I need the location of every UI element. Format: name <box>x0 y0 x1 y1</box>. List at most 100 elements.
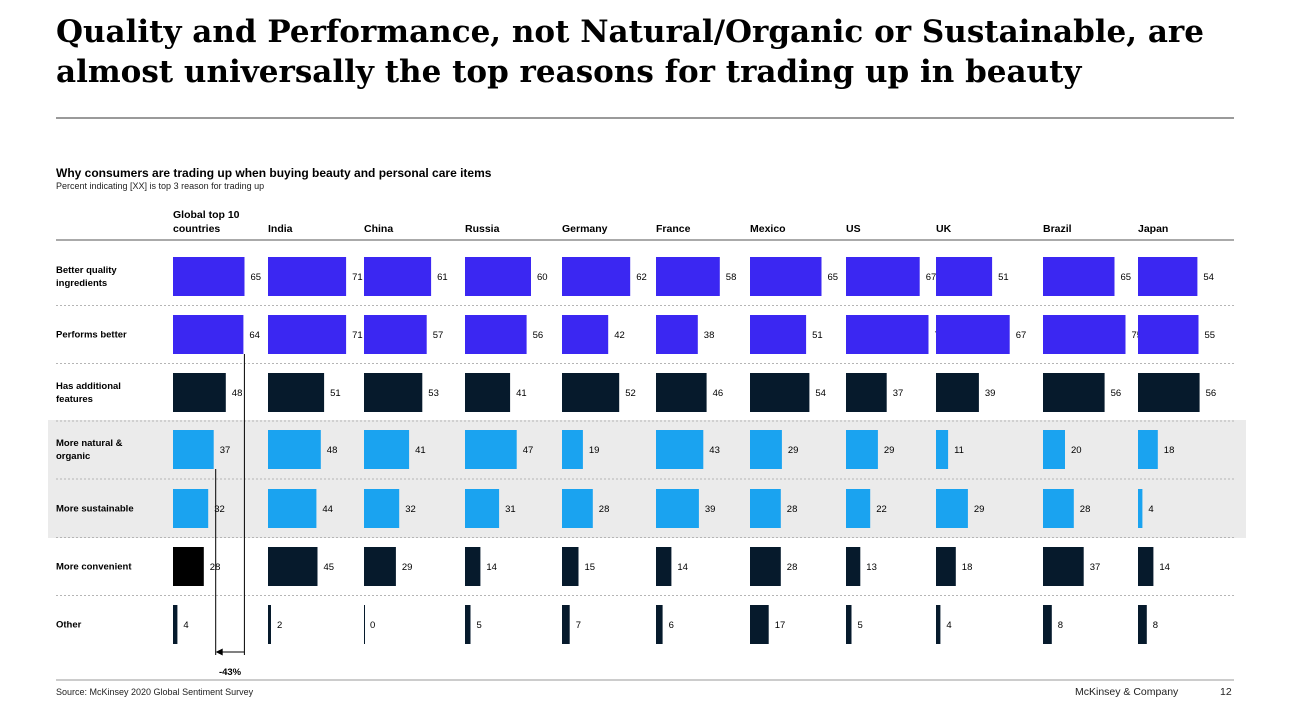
bar <box>173 547 204 586</box>
bar <box>936 315 1010 354</box>
value-label: 75 <box>1132 330 1143 341</box>
value-label: 29 <box>788 445 799 456</box>
bar <box>173 605 178 644</box>
row-label-line: features <box>56 394 93 405</box>
title-divider <box>56 117 1234 119</box>
row-label-line: More natural & <box>56 438 123 449</box>
value-label: 11 <box>954 445 964 456</box>
bar <box>1043 257 1115 296</box>
column-header: UK <box>936 223 952 235</box>
bar <box>562 547 579 586</box>
value-label: 53 <box>428 388 439 399</box>
bar <box>750 547 781 586</box>
value-label: 43 <box>709 445 720 456</box>
value-label: 0 <box>370 620 375 631</box>
value-label: 28 <box>210 562 221 573</box>
value-label: 31 <box>505 504 516 515</box>
bar <box>465 315 527 354</box>
value-label: 28 <box>1080 504 1091 515</box>
chart-note: Percent indicating [XX] is top 3 reason … <box>56 181 265 191</box>
value-label: 32 <box>405 504 416 515</box>
value-label: 55 <box>1205 330 1216 341</box>
bar <box>656 257 720 296</box>
row-label: More natural & organic <box>56 438 123 462</box>
bar <box>465 489 500 528</box>
value-label: 6 <box>669 620 674 631</box>
column-header: Russia <box>465 223 500 235</box>
column-header: US <box>846 223 861 235</box>
bar <box>936 489 968 528</box>
column-header-line: countries <box>173 223 220 235</box>
value-label: 67 <box>926 272 937 283</box>
bar <box>750 430 782 469</box>
row-label: Other <box>56 620 82 631</box>
value-label: 7 <box>576 620 581 631</box>
bar <box>750 373 810 412</box>
value-label: 37 <box>893 388 904 399</box>
bar <box>1043 315 1126 354</box>
bar <box>465 430 517 469</box>
bar <box>750 257 822 296</box>
value-label: 71 <box>352 330 363 341</box>
value-label: 54 <box>815 388 826 399</box>
value-label: 8 <box>1058 620 1063 631</box>
column-header: Brazil <box>1043 223 1072 235</box>
column-header: India <box>268 223 293 235</box>
value-label: 54 <box>1203 272 1214 283</box>
bar <box>173 257 245 296</box>
chart-subtitle: Why consumers are trading up when buying… <box>56 166 492 180</box>
value-label: 15 <box>585 562 596 573</box>
value-label: 19 <box>589 445 600 456</box>
column-header: Germany <box>562 223 608 235</box>
column-header: China <box>364 223 393 235</box>
row-label-line: ingredients <box>56 278 107 289</box>
row-label: More convenient <box>56 562 132 573</box>
bar <box>656 430 704 469</box>
page-number: 12 <box>1220 686 1232 698</box>
bar <box>268 315 347 354</box>
value-label: 14 <box>486 562 497 573</box>
row-label-line: Performs better <box>56 330 127 341</box>
bar <box>656 605 663 644</box>
bar <box>1138 547 1154 586</box>
value-label: 32 <box>214 504 225 515</box>
bar <box>364 547 396 586</box>
value-label: 61 <box>437 272 448 283</box>
value-label: 51 <box>812 330 823 341</box>
bar <box>656 489 699 528</box>
bar <box>268 547 318 586</box>
bar <box>465 605 471 644</box>
bar <box>364 430 410 469</box>
value-label: 37 <box>1090 562 1101 573</box>
bar <box>364 489 400 528</box>
value-label: 4 <box>183 620 188 631</box>
value-label: 2 <box>277 620 282 631</box>
value-label: 5 <box>858 620 863 631</box>
bar <box>268 430 321 469</box>
bar <box>173 315 244 354</box>
bar <box>562 489 593 528</box>
bar <box>562 373 620 412</box>
row-label-line: Other <box>56 620 82 631</box>
bar <box>1138 257 1198 296</box>
source-note: Source: McKinsey 2020 Global Sentiment S… <box>56 687 254 697</box>
bar <box>1043 373 1105 412</box>
value-label: 5 <box>477 620 482 631</box>
value-label: 18 <box>1164 445 1175 456</box>
value-label: 38 <box>704 330 715 341</box>
value-label: 29 <box>402 562 413 573</box>
value-label: 67 <box>1016 330 1027 341</box>
bar <box>173 373 226 412</box>
value-label: 20 <box>1071 445 1082 456</box>
bar <box>750 315 807 354</box>
value-label: 56 <box>533 330 544 341</box>
bar <box>1138 315 1199 354</box>
bar <box>846 547 861 586</box>
value-label: 41 <box>516 388 527 399</box>
bar <box>846 257 920 296</box>
row-label-line: Better quality <box>56 265 117 276</box>
value-label: 29 <box>884 445 895 456</box>
row-label: Has additional features <box>56 381 121 405</box>
row-label-line: Has additional <box>56 381 121 392</box>
bar <box>1138 430 1158 469</box>
